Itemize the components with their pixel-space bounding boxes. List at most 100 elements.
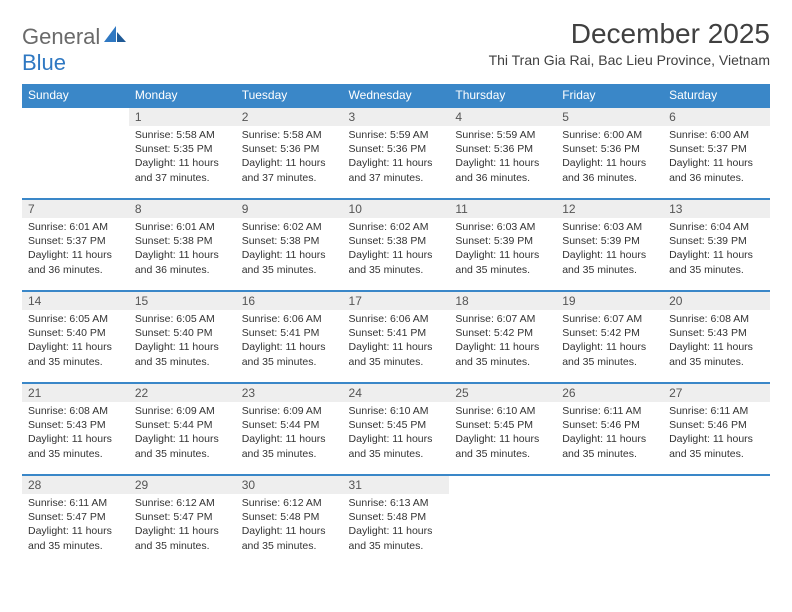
day-number-bar: 17 xyxy=(343,290,450,310)
sunset-line: Sunset: 5:43 PM xyxy=(28,418,123,432)
sunset-line: Sunset: 5:45 PM xyxy=(349,418,444,432)
title-block: December 2025 Thi Tran Gia Rai, Bac Lieu… xyxy=(489,18,770,68)
sunset-line: Sunset: 5:35 PM xyxy=(135,142,230,156)
day-number-bar: 23 xyxy=(236,382,343,402)
sunset-line: Sunset: 5:42 PM xyxy=(455,326,550,340)
calendar-week-row: 7Sunrise: 6:01 AMSunset: 5:37 PMDaylight… xyxy=(22,198,770,290)
calendar-day-cell: 16Sunrise: 6:06 AMSunset: 5:41 PMDayligh… xyxy=(236,290,343,382)
daylight-line: Daylight: 11 hours and 35 minutes. xyxy=(349,248,444,276)
day-data: Sunrise: 6:07 AMSunset: 5:42 PMDaylight:… xyxy=(556,310,663,373)
sunset-line: Sunset: 5:36 PM xyxy=(349,142,444,156)
sunset-line: Sunset: 5:44 PM xyxy=(135,418,230,432)
day-data: Sunrise: 6:08 AMSunset: 5:43 PMDaylight:… xyxy=(22,402,129,465)
calendar-day-cell: 6Sunrise: 6:00 AMSunset: 5:37 PMDaylight… xyxy=(663,106,770,198)
calendar-day-cell: 13Sunrise: 6:04 AMSunset: 5:39 PMDayligh… xyxy=(663,198,770,290)
calendar-day-cell: 30Sunrise: 6:12 AMSunset: 5:48 PMDayligh… xyxy=(236,474,343,566)
day-number-bar: 9 xyxy=(236,198,343,218)
calendar-table: SundayMondayTuesdayWednesdayThursdayFrid… xyxy=(22,84,770,566)
calendar-day-cell: 3Sunrise: 5:59 AMSunset: 5:36 PMDaylight… xyxy=(343,106,450,198)
calendar-day-cell: 1Sunrise: 5:58 AMSunset: 5:35 PMDaylight… xyxy=(129,106,236,198)
day-data: Sunrise: 6:10 AMSunset: 5:45 PMDaylight:… xyxy=(449,402,556,465)
daylight-line: Daylight: 11 hours and 37 minutes. xyxy=(135,156,230,184)
weekday-header: Wednesday xyxy=(343,84,450,106)
sunrise-line: Sunrise: 6:00 AM xyxy=(669,128,764,142)
daylight-line: Daylight: 11 hours and 35 minutes. xyxy=(242,432,337,460)
sunrise-line: Sunrise: 6:03 AM xyxy=(455,220,550,234)
day-number-bar: 4 xyxy=(449,106,556,126)
sunrise-line: Sunrise: 6:10 AM xyxy=(455,404,550,418)
day-number-bar: 21 xyxy=(22,382,129,402)
sunset-line: Sunset: 5:44 PM xyxy=(242,418,337,432)
day-data: Sunrise: 6:02 AMSunset: 5:38 PMDaylight:… xyxy=(236,218,343,281)
sunset-line: Sunset: 5:39 PM xyxy=(562,234,657,248)
sunrise-line: Sunrise: 6:06 AM xyxy=(349,312,444,326)
sunrise-line: Sunrise: 6:02 AM xyxy=(242,220,337,234)
calendar-day-cell xyxy=(449,474,556,566)
sunrise-line: Sunrise: 6:05 AM xyxy=(135,312,230,326)
calendar-week-row: 28Sunrise: 6:11 AMSunset: 5:47 PMDayligh… xyxy=(22,474,770,566)
sunset-line: Sunset: 5:37 PM xyxy=(669,142,764,156)
day-data: Sunrise: 6:05 AMSunset: 5:40 PMDaylight:… xyxy=(22,310,129,373)
sunset-line: Sunset: 5:48 PM xyxy=(349,510,444,524)
logo: General Blue xyxy=(22,18,128,76)
day-number-bar: 11 xyxy=(449,198,556,218)
daylight-line: Daylight: 11 hours and 35 minutes. xyxy=(669,248,764,276)
daylight-line: Daylight: 11 hours and 35 minutes. xyxy=(455,340,550,368)
calendar-day-cell: 2Sunrise: 5:58 AMSunset: 5:36 PMDaylight… xyxy=(236,106,343,198)
day-data: Sunrise: 6:07 AMSunset: 5:42 PMDaylight:… xyxy=(449,310,556,373)
day-data: Sunrise: 5:58 AMSunset: 5:35 PMDaylight:… xyxy=(129,126,236,189)
day-number-bar: 19 xyxy=(556,290,663,310)
calendar-day-cell: 23Sunrise: 6:09 AMSunset: 5:44 PMDayligh… xyxy=(236,382,343,474)
sunrise-line: Sunrise: 6:13 AM xyxy=(349,496,444,510)
sunset-line: Sunset: 5:39 PM xyxy=(669,234,764,248)
daylight-line: Daylight: 11 hours and 35 minutes. xyxy=(349,524,444,552)
day-data: Sunrise: 6:05 AMSunset: 5:40 PMDaylight:… xyxy=(129,310,236,373)
day-number-bar: 7 xyxy=(22,198,129,218)
location-subtitle: Thi Tran Gia Rai, Bac Lieu Province, Vie… xyxy=(489,52,770,68)
calendar-day-cell: 5Sunrise: 6:00 AMSunset: 5:36 PMDaylight… xyxy=(556,106,663,198)
sunset-line: Sunset: 5:38 PM xyxy=(135,234,230,248)
calendar-day-cell: 27Sunrise: 6:11 AMSunset: 5:46 PMDayligh… xyxy=(663,382,770,474)
day-data: Sunrise: 6:04 AMSunset: 5:39 PMDaylight:… xyxy=(663,218,770,281)
day-number-bar: 8 xyxy=(129,198,236,218)
day-number-bar: 22 xyxy=(129,382,236,402)
calendar-week-row: 14Sunrise: 6:05 AMSunset: 5:40 PMDayligh… xyxy=(22,290,770,382)
sunrise-line: Sunrise: 6:03 AM xyxy=(562,220,657,234)
weekday-header: Friday xyxy=(556,84,663,106)
sunrise-line: Sunrise: 6:06 AM xyxy=(242,312,337,326)
calendar-day-cell: 18Sunrise: 6:07 AMSunset: 5:42 PMDayligh… xyxy=(449,290,556,382)
day-number-bar: 20 xyxy=(663,290,770,310)
sunrise-line: Sunrise: 5:58 AM xyxy=(135,128,230,142)
sunset-line: Sunset: 5:36 PM xyxy=(562,142,657,156)
day-number-bar-empty xyxy=(449,474,556,494)
sunset-line: Sunset: 5:45 PM xyxy=(455,418,550,432)
day-number-bar: 30 xyxy=(236,474,343,494)
sunset-line: Sunset: 5:46 PM xyxy=(669,418,764,432)
logo-sail-icon xyxy=(102,31,128,48)
day-number-bar: 3 xyxy=(343,106,450,126)
daylight-line: Daylight: 11 hours and 36 minutes. xyxy=(135,248,230,276)
calendar-day-cell: 4Sunrise: 5:59 AMSunset: 5:36 PMDaylight… xyxy=(449,106,556,198)
day-number-bar: 24 xyxy=(343,382,450,402)
day-number-bar: 10 xyxy=(343,198,450,218)
calendar-day-cell: 7Sunrise: 6:01 AMSunset: 5:37 PMDaylight… xyxy=(22,198,129,290)
sunset-line: Sunset: 5:41 PM xyxy=(242,326,337,340)
day-data: Sunrise: 6:13 AMSunset: 5:48 PMDaylight:… xyxy=(343,494,450,557)
day-data: Sunrise: 6:06 AMSunset: 5:41 PMDaylight:… xyxy=(343,310,450,373)
daylight-line: Daylight: 11 hours and 35 minutes. xyxy=(349,432,444,460)
day-data: Sunrise: 6:09 AMSunset: 5:44 PMDaylight:… xyxy=(236,402,343,465)
weekday-header: Monday xyxy=(129,84,236,106)
day-number-bar-empty xyxy=(22,106,129,126)
daylight-line: Daylight: 11 hours and 35 minutes. xyxy=(669,432,764,460)
logo-text: General Blue xyxy=(22,24,128,76)
day-data: Sunrise: 6:00 AMSunset: 5:37 PMDaylight:… xyxy=(663,126,770,189)
sunrise-line: Sunrise: 6:09 AM xyxy=(135,404,230,418)
day-data: Sunrise: 6:09 AMSunset: 5:44 PMDaylight:… xyxy=(129,402,236,465)
day-data: Sunrise: 6:11 AMSunset: 5:46 PMDaylight:… xyxy=(556,402,663,465)
day-number-bar: 12 xyxy=(556,198,663,218)
day-number-bar: 31 xyxy=(343,474,450,494)
calendar-day-cell: 31Sunrise: 6:13 AMSunset: 5:48 PMDayligh… xyxy=(343,474,450,566)
logo-word-blue: Blue xyxy=(22,50,66,75)
day-number-bar: 18 xyxy=(449,290,556,310)
sunset-line: Sunset: 5:47 PM xyxy=(135,510,230,524)
